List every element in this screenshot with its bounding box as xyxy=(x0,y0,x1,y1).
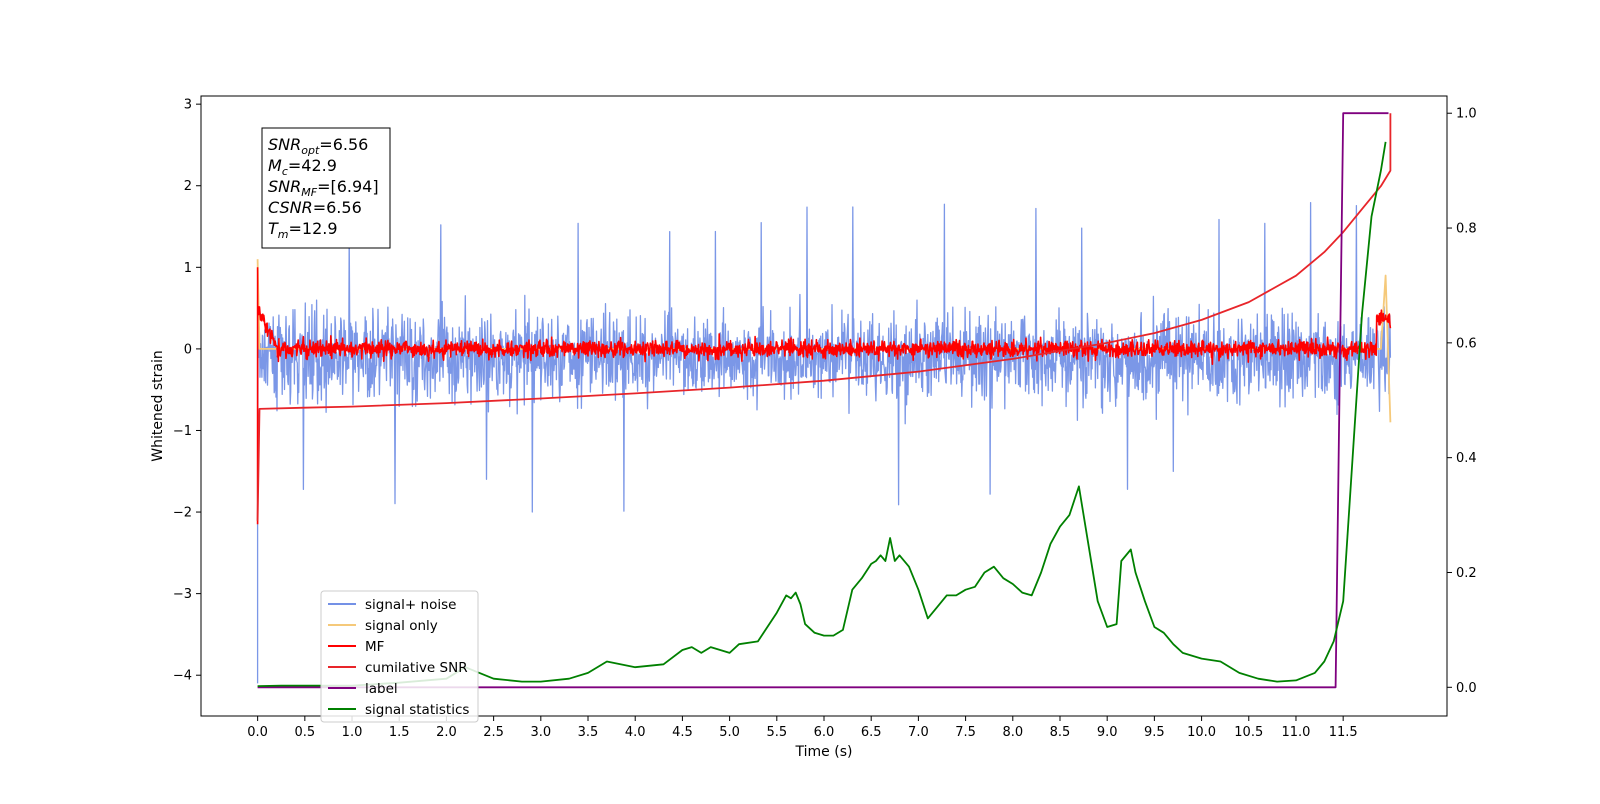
annotation-line: Mc=42.9 xyxy=(268,156,337,178)
x-tick-label: 3.0 xyxy=(530,725,551,740)
x-tick-label: 5.5 xyxy=(766,725,787,740)
y-tick-label: −2 xyxy=(173,506,192,521)
y-tick-label: −1 xyxy=(173,424,192,439)
x-tick-label: 5.0 xyxy=(719,725,740,740)
legend-label: MF xyxy=(365,639,384,655)
y-tick-label: 2 xyxy=(184,179,192,194)
x-tick-label: 10.5 xyxy=(1234,725,1263,740)
annotation-line: Tm=12.9 xyxy=(268,219,338,241)
y2-tick-label: 0.4 xyxy=(1456,451,1477,466)
legend-label: signal+ noise xyxy=(365,597,456,613)
legend-box xyxy=(320,590,479,723)
x-tick-label: 3.5 xyxy=(578,725,599,740)
x-axis-label: Time (s) xyxy=(795,744,853,760)
y-axis-label: Whitened strain xyxy=(150,350,166,461)
y-tick-label: 1 xyxy=(184,261,192,276)
y2-tick-label: 0.6 xyxy=(1456,336,1477,351)
y-tick-label: 0 xyxy=(184,342,192,357)
x-tick-label: 11.5 xyxy=(1329,725,1358,740)
y-tick-label: 3 xyxy=(184,98,192,113)
x-tick-label: 1.5 xyxy=(389,725,410,740)
legend-label: cumilative SNR xyxy=(365,660,468,676)
annotation-box xyxy=(261,127,391,249)
y-tick-label: −4 xyxy=(173,669,192,684)
x-tick-label: 9.0 xyxy=(1097,725,1118,740)
annotation-line: SNRMF=[6.94] xyxy=(268,177,379,199)
y-tick-label: −3 xyxy=(173,587,192,602)
annotation-line: SNRopt=6.56 xyxy=(268,135,368,157)
series-group xyxy=(256,112,1392,689)
x-tick-label: 9.5 xyxy=(1144,725,1165,740)
x-tick-label: 4.5 xyxy=(672,725,693,740)
y2-tick-label: 0.8 xyxy=(1456,222,1477,237)
x-tick-label: 7.0 xyxy=(908,725,929,740)
x-tick-label: 2.5 xyxy=(483,725,504,740)
x-tick-label: 0.0 xyxy=(247,725,268,740)
series-line-3 xyxy=(256,113,1392,521)
x-tick-label: 2.0 xyxy=(436,725,457,740)
x-tick-label: 1.0 xyxy=(342,725,363,740)
legend-label: signal only xyxy=(365,618,438,634)
y2-tick-label: 0.0 xyxy=(1456,681,1477,696)
series-line-4 xyxy=(257,112,1389,689)
x-tick-label: 6.0 xyxy=(814,725,835,740)
y2-tick-label: 1.0 xyxy=(1456,107,1477,122)
y2-tick-label: 0.2 xyxy=(1456,566,1477,581)
x-tick-label: 10.0 xyxy=(1187,725,1216,740)
legend-label: label xyxy=(365,681,398,697)
x-tick-label: 8.5 xyxy=(1050,725,1071,740)
x-tick-label: 0.5 xyxy=(294,725,315,740)
x-tick-label: 6.5 xyxy=(861,725,882,740)
x-tick-label: 4.0 xyxy=(625,725,646,740)
annotation-line: CSNR=6.56 xyxy=(268,198,362,217)
series-line-1 xyxy=(256,259,1392,423)
x-tick-label: 7.5 xyxy=(955,725,976,740)
legend-label: signal statistics xyxy=(365,702,469,718)
series-line-5 xyxy=(257,141,1387,687)
x-tick-label: 8.0 xyxy=(1002,725,1023,740)
x-tick-label: 11.0 xyxy=(1281,725,1310,740)
